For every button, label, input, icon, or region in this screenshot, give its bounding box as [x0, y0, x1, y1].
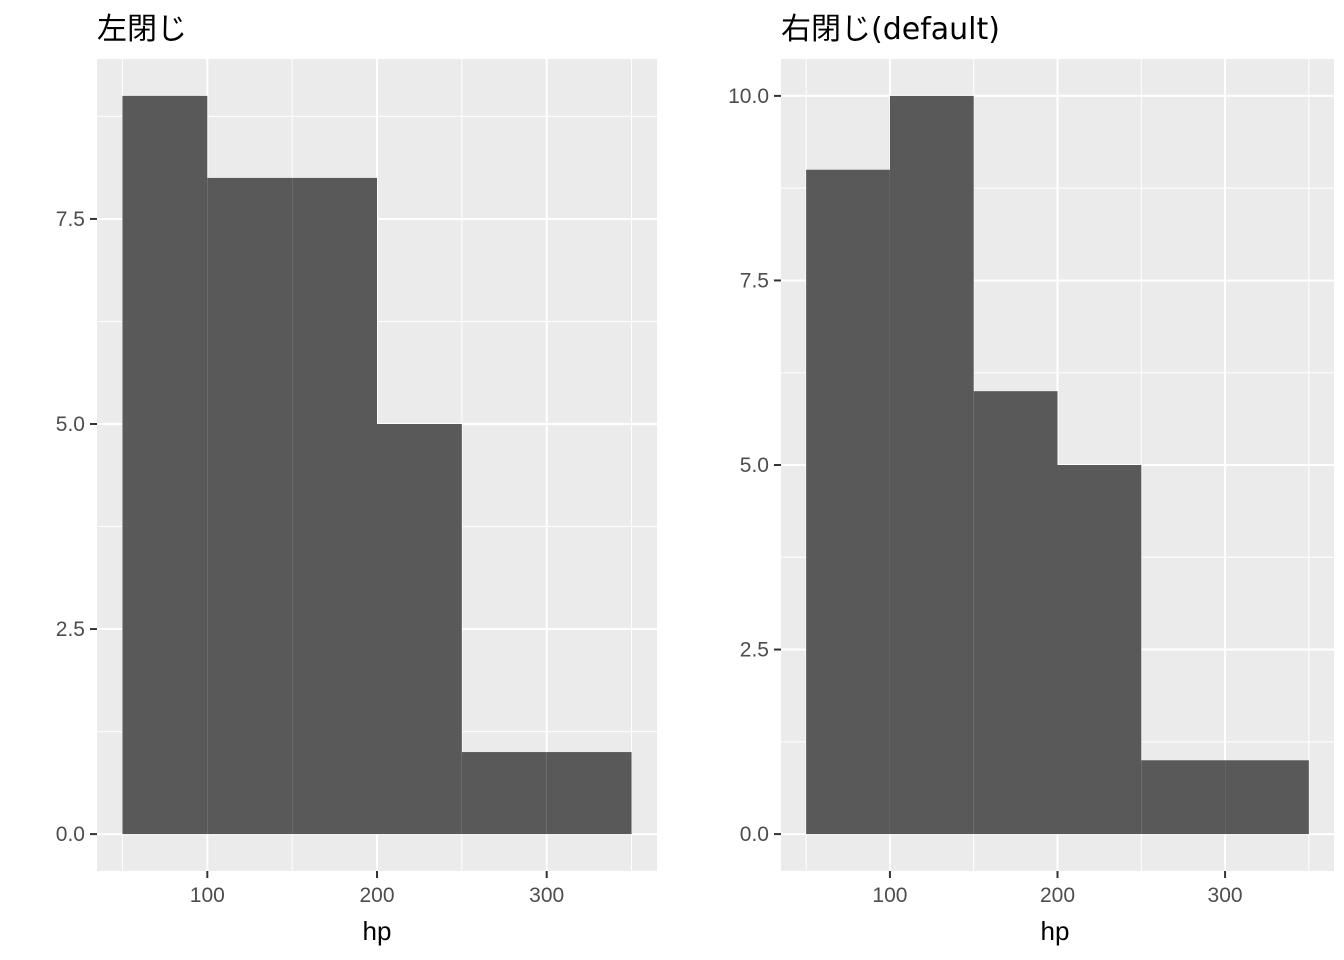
x-tick-label: 100	[872, 884, 907, 907]
histogram-bar	[122, 95, 208, 835]
histogram-bar	[461, 752, 547, 835]
x-axis-left: 100 200 300	[190, 871, 564, 907]
y-tick-label: 5.0	[740, 454, 769, 477]
histogram-bar	[889, 95, 974, 835]
histogram-bar	[292, 177, 377, 835]
x-tick-label: 300	[529, 884, 564, 907]
x-tick-label: 200	[359, 884, 394, 907]
right-closed-histogram: 右閉じ(default) 0.02.55.07.510.0 100 200 300 …	[728, 12, 1334, 946]
histogram-bar	[1057, 465, 1142, 835]
y-tick-label: 0.0	[740, 823, 769, 846]
histogram-bar	[1141, 760, 1226, 835]
x-axis-title-right: hp	[1041, 916, 1070, 946]
x-axis-title-left: hp	[363, 916, 392, 946]
histogram-bar	[546, 752, 632, 835]
histogram-bar	[207, 177, 293, 835]
left-closed-histogram: 左閉じ 0.0 2.5 5.0 7.5 100 200 300 hp	[56, 12, 657, 946]
x-tick-label: 300	[1208, 884, 1243, 907]
y-tick-label: 7.5	[56, 208, 85, 231]
y-tick-label: 10.0	[728, 85, 769, 108]
y-tick-label: 0.0	[56, 823, 85, 846]
histogram-bar	[377, 423, 462, 835]
histogram-bar	[806, 169, 890, 835]
x-tick-label: 100	[190, 884, 225, 907]
chart-title-left-closed: 左閉じ	[97, 12, 187, 47]
y-tick-label: 5.0	[56, 413, 85, 436]
y-tick-label: 2.5	[740, 639, 769, 662]
y-axis-right: 0.0 2.5 5.0 7.5 10.0	[728, 85, 781, 846]
x-tick-label: 200	[1040, 884, 1075, 907]
histogram-bar	[973, 391, 1058, 835]
bars-right	[806, 95, 1309, 835]
histogram-bar	[1225, 760, 1309, 835]
x-axis-right: 100 200 300	[872, 871, 1243, 907]
y-axis-left: 0.0 2.5 5.0 7.5	[56, 208, 97, 846]
y-tick-label: 2.5	[56, 618, 85, 641]
bars-left	[122, 95, 632, 835]
y-tick-label: 7.5	[740, 269, 769, 292]
chart-title-right-closed: 右閉じ(default)	[781, 12, 1000, 47]
